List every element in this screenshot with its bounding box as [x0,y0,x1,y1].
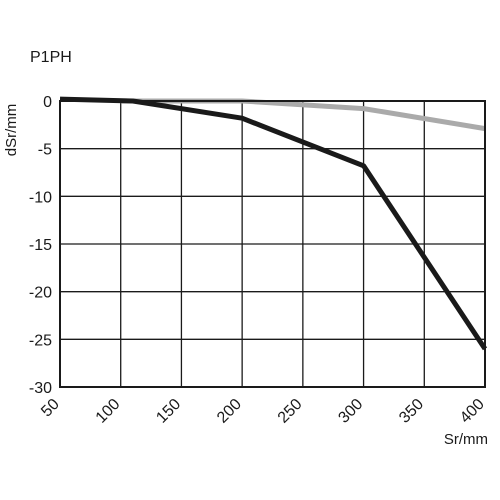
y-tick-label: -30 [29,380,52,397]
x-tick-label: 100 [93,396,124,427]
x-tick-label: 400 [457,396,488,427]
plot-frame [59,100,486,388]
x-tick-label: 50 [38,396,63,421]
x-tick-label: 250 [275,396,306,427]
y-tick-label: -20 [29,285,52,302]
x-tick-label: 150 [153,396,184,427]
y-tick-labels: 0 -5 -10 -15 -20 -25 -30 [29,94,52,397]
y-tick-label: -5 [38,142,52,159]
series-line-2 [59,96,488,351]
x-axis-label: Sr/mm [444,431,488,448]
y-tick-label: -15 [29,237,52,254]
grid [59,100,486,388]
y-tick-label: -25 [29,332,52,349]
x-tick-labels: 50 100 150 200 250 300 350 400 [38,396,488,427]
x-tick-label: 350 [396,396,427,427]
chart-title: P1PH [30,49,72,66]
y-tick-label: 0 [43,94,52,111]
series-layer [59,96,488,351]
x-tick-label: 300 [335,396,366,427]
y-tick-label: -10 [29,189,52,206]
x-tick-label: 200 [214,396,245,427]
y-axis-label: dSr/mm [3,104,20,157]
